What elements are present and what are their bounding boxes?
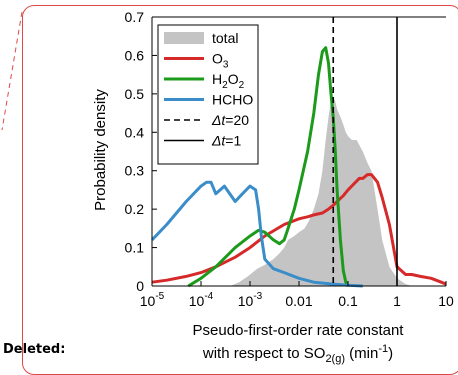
x-axis-label-subscript: 2(g) — [325, 353, 345, 365]
legend-label: total — [212, 30, 238, 46]
legend-entry-dashed: Δt=20 — [164, 112, 249, 128]
y-axis-label: Probability density — [92, 89, 109, 211]
x-tick-label: 0.1 — [338, 293, 358, 309]
series-hcho-line — [150, 180, 363, 288]
legend-entry-fill: total — [164, 30, 238, 46]
deleted-comment-label: Deleted: — [3, 342, 66, 357]
comment-leader-line — [1, 11, 23, 131]
legend-label: HCHO — [212, 92, 253, 108]
x-tick-label: 0.01 — [285, 293, 312, 309]
y-tick-label: 0.4 — [125, 124, 145, 140]
legend-entry-solid: Δt=1 — [164, 133, 241, 149]
plot-area — [150, 46, 447, 288]
series-o3-line — [151, 173, 447, 286]
x-axis-label-line1: Pseudo-first-order rate constant — [193, 322, 405, 339]
y-tick-label: 0.7 — [125, 9, 145, 25]
y-tick-label: 0.6 — [125, 47, 145, 63]
legend-entry-hcho: HCHO — [164, 92, 253, 108]
legend-label: O3 — [212, 51, 229, 71]
y-tick-label: 0 — [136, 278, 144, 294]
x-axis-label-close: ) — [388, 345, 393, 362]
x-axis-label-line2: with respect to SO2(g) (min-1) — [202, 343, 393, 365]
legend-entry-h2o2: H2O2 — [164, 71, 245, 91]
x-tick-label: 10-4 — [189, 291, 214, 309]
x-axis-label-text: with respect to SO — [202, 345, 326, 362]
y-tick-label: 0.3 — [125, 163, 145, 179]
x-tick-label: 10 — [438, 293, 454, 309]
legend-entry-o3: O3 — [164, 51, 229, 71]
x-tick-label: 10-5 — [140, 291, 165, 309]
y-tick-label: 0.1 — [125, 240, 145, 256]
x-axis-label-superscript: -1 — [378, 343, 388, 355]
chart: 0 0.1 0.2 0.3 0.4 0.5 0.6 0.7 10-5 10-4 10-3 0.01 0.… — [92, 9, 454, 365]
x-tick-label: 10-3 — [238, 291, 263, 309]
legend-label: Δt=20 — [211, 112, 249, 128]
x-axis-label-unit: (min — [345, 345, 378, 362]
reference-lines — [332, 17, 398, 286]
legend-label: Δt=1 — [211, 133, 241, 149]
legend-label: H2O2 — [212, 71, 245, 91]
axes: 0 0.1 0.2 0.3 0.4 0.5 0.6 0.7 10-5 10-4 10-3 0.01 0.… — [125, 9, 454, 309]
y-tick-label: 0.2 — [125, 201, 145, 217]
legend-swatch — [164, 32, 204, 44]
series-total-area — [230, 97, 412, 286]
series-h2o2-line — [187, 46, 350, 288]
y-tick-label: 0.5 — [125, 86, 145, 102]
x-tick-label: 1 — [393, 293, 401, 309]
page: 0 0.1 0.2 0.3 0.4 0.5 0.6 0.7 10-5 10-4 10-3 0.01 0.… — [1, 5, 458, 375]
